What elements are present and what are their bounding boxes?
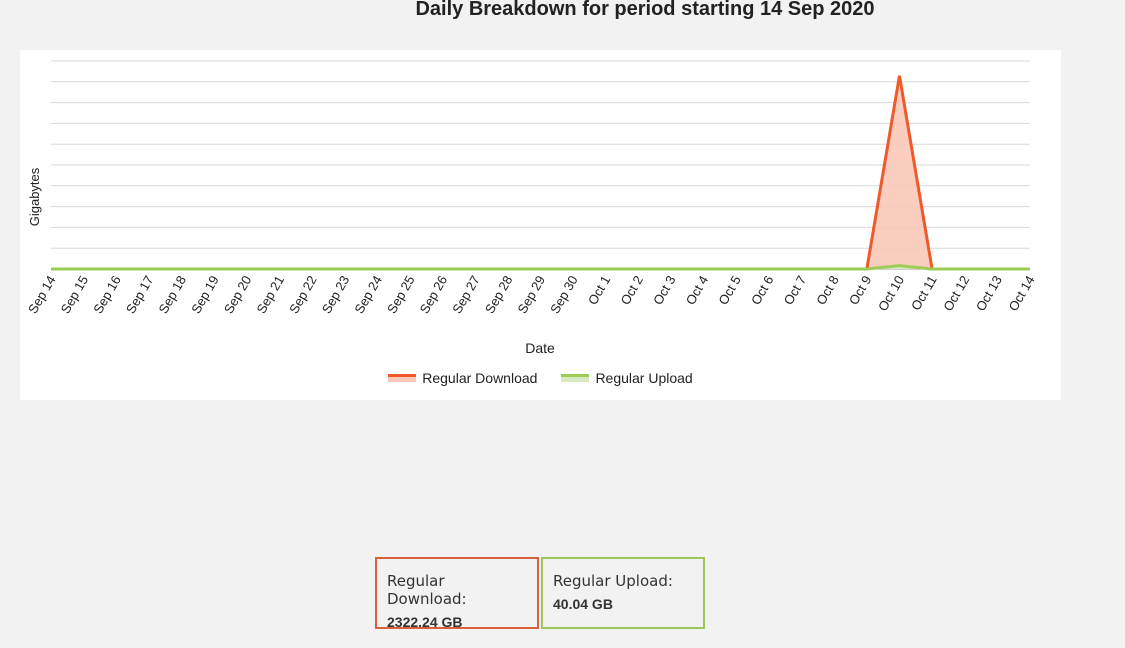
download-total-box: Regular Download: 2322.24 GB [375,557,539,630]
x-tick-label: Sep 15 [58,273,92,316]
series-line-upload [51,264,1030,271]
data-point-upload[interactable] [801,268,803,270]
x-tick-label: Sep 23 [319,273,353,316]
legend-item-download[interactable]: Regular Download [388,370,537,386]
legend-label-upload: Regular Upload [595,370,693,386]
chart-panel: Sep 14 Sep 15 Sep 16 Sep 17 Sep 18 Sep 19 Sep … [20,50,1061,400]
data-point-upload[interactable] [572,268,574,270]
x-tick-label: Oct 3 [650,273,679,307]
x-tick-label: Sep 22 [286,273,320,316]
data-point-upload[interactable] [115,268,117,270]
x-tick-label: Oct 12 [940,273,972,314]
download-total-label: Regular Download: [387,572,467,608]
x-tick-label: Sep 25 [384,273,418,316]
x-tick-label: Sep 26 [417,273,451,316]
data-point-upload[interactable] [409,268,411,270]
x-tick-label: Sep 24 [351,273,385,316]
legend-item-upload[interactable]: Regular Upload [561,370,693,386]
data-point-upload[interactable] [670,268,672,270]
data-point-upload[interactable] [311,268,313,270]
x-tick-label: Sep 16 [90,273,124,316]
x-tick-label: Sep 17 [123,273,157,316]
upload-total-label: Regular Upload: [553,572,673,590]
x-tick-label: Sep 30 [547,273,581,316]
data-point-upload[interactable] [898,265,900,267]
totals-panel: Regular Download: 2322.24 GB Regular Upl… [375,557,705,630]
x-tick-label: Oct 14 [1005,273,1037,314]
download-total-value: 2322.24 GB [387,614,463,630]
x-axis-label: Date [525,340,555,356]
data-point-upload[interactable] [931,268,933,270]
data-point-upload[interactable] [768,268,770,270]
x-tick-label: Oct 5 [715,273,744,307]
data-point-upload[interactable] [703,268,705,270]
data-point-upload[interactable] [605,268,607,270]
data-point-upload[interactable] [996,268,998,270]
x-tick-label: Oct 4 [683,273,712,307]
data-point-upload[interactable] [735,268,737,270]
data-point-upload[interactable] [50,268,52,270]
upload-total-value: 40.04 GB [553,596,613,612]
data-point-upload[interactable] [833,268,835,270]
x-tick-label: Oct 13 [973,273,1005,314]
x-tick-label: Sep 27 [449,273,483,316]
data-point-download[interactable] [898,75,900,77]
x-tick-label: Sep 20 [221,273,255,316]
chart-title: Daily Breakdown for period starting 14 S… [415,0,875,20]
x-tick-label: Sep 18 [156,273,190,316]
y-axis-label: Gigabytes [27,167,42,226]
data-point-upload[interactable] [474,268,476,270]
x-tick-label: Sep 19 [188,273,222,316]
data-point-upload[interactable] [637,268,639,270]
x-tick-label: Oct 1 [585,273,614,307]
x-tick-label: Oct 6 [748,273,777,307]
data-point-upload[interactable] [507,268,509,270]
x-tick-label: Sep 28 [482,273,516,316]
data-point-upload[interactable] [442,268,444,270]
x-tick-label: Oct 9 [846,273,875,307]
data-point-upload[interactable] [181,268,183,270]
x-tick-label: Oct 11 [908,273,940,313]
upload-total-box: Regular Upload: 40.04 GB [541,557,705,629]
data-point-upload[interactable] [376,268,378,270]
x-tick-label: Sep 14 [25,273,59,316]
legend-swatch-download [388,374,417,382]
series-layer [50,75,1031,271]
x-tick-label: Oct 2 [617,273,646,307]
x-tick-label: Oct 10 [875,273,907,314]
data-point-upload[interactable] [866,268,868,270]
legend-swatch-upload [561,374,590,382]
x-tick-label: Oct 8 [813,273,842,307]
data-point-upload[interactable] [344,268,346,270]
data-point-upload[interactable] [213,268,215,270]
data-point-upload[interactable] [246,268,248,270]
legend-label-download: Regular Download [422,370,538,386]
breakdown-chart: Sep 14 Sep 15 Sep 16 Sep 17 Sep 18 Sep 19 Sep … [25,60,1038,356]
data-point-upload[interactable] [964,268,966,270]
data-point-upload[interactable] [1029,268,1031,270]
x-tick-label: Sep 21 [253,273,287,316]
x-tick-label: Oct 7 [781,273,810,307]
x-tick-label: Sep 29 [515,273,549,316]
x-tick-labels: Sep 14 Sep 15 Sep 16 Sep 17 Sep 18 Sep 19 Sep … [25,273,1038,316]
data-point-upload[interactable] [278,268,280,270]
data-point-upload[interactable] [83,268,85,270]
data-point-upload[interactable] [148,268,150,270]
data-point-upload[interactable] [540,268,542,270]
chart-legend: Regular Download Regular Upload [20,370,1061,386]
